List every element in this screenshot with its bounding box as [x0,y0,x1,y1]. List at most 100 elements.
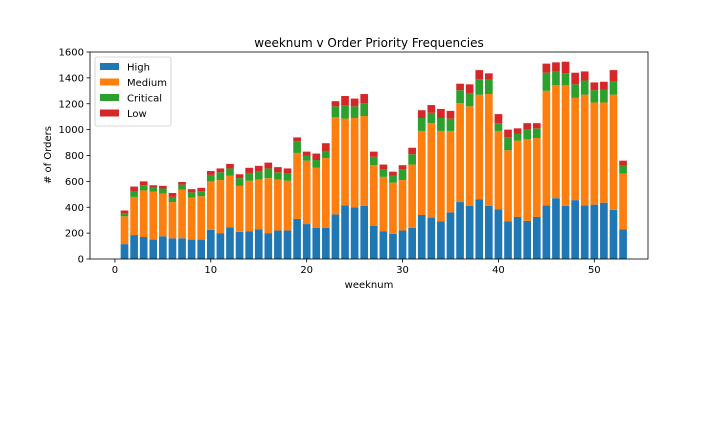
bar-medium-week-34 [437,130,445,222]
bar-high-week-39 [485,205,493,259]
y-tick-label: 200 [65,229,84,240]
y-tick-label: 600 [65,177,84,188]
bar-critical-week-20 [302,155,311,161]
x-tick-label: 50 [588,265,601,276]
bar-low-week-47 [561,61,570,74]
bar-medium-week-3 [139,190,148,237]
bar-medium-week-6 [168,202,177,239]
bar-medium-week-44 [532,138,541,217]
bar-low-week-38 [475,70,484,80]
bar-high-week-52 [609,209,618,259]
bar-high-week-50 [590,204,599,259]
bar-high-week-23 [331,214,340,259]
bar-low-week-3 [139,181,148,186]
bar-high-week-48 [571,200,579,259]
legend-label-medium: Medium [127,78,167,89]
bar-critical-week-5 [159,188,167,194]
bar-critical-week-38 [475,79,484,95]
bar-medium-week-1 [120,216,129,245]
bar-medium-week-24 [341,118,349,206]
bar-medium-week-46 [552,84,560,199]
bar-low-week-32 [417,110,426,118]
bar-high-week-30 [398,230,407,259]
bar-high-week-41 [504,221,512,259]
bar-low-week-41 [504,129,512,138]
bar-medium-week-32 [417,130,426,216]
bar-low-week-28 [379,164,388,170]
legend-swatch-medium [100,78,119,86]
bar-critical-week-52 [609,81,618,95]
x-tick-label: 10 [204,265,217,276]
bar-critical-week-43 [523,129,532,140]
bar-critical-week-1 [120,213,129,217]
bar-critical-week-40 [494,123,503,131]
bar-critical-week-41 [504,137,512,151]
bar-high-week-19 [293,218,301,259]
bar-medium-week-36 [456,103,464,203]
bar-critical-week-42 [513,133,522,141]
bar-low-week-16 [264,162,273,169]
bar-high-week-34 [437,221,445,259]
bar-high-week-4 [149,239,158,259]
bar-low-week-18 [283,168,292,174]
bar-low-week-24 [341,95,349,106]
bar-low-week-12 [226,163,234,169]
bar-critical-week-46 [552,71,560,85]
bar-critical-week-50 [590,90,599,103]
bar-critical-week-24 [341,105,349,119]
bar-medium-week-33 [427,123,436,218]
bar-high-week-49 [580,205,589,259]
bar-high-week-5 [159,236,167,259]
y-axis-label: # of Orders [43,126,54,184]
bar-critical-week-13 [235,178,244,186]
bars-layer [120,61,627,260]
bar-low-week-42 [513,128,522,134]
bar-medium-week-12 [226,175,234,228]
bar-high-week-2 [130,235,138,259]
y-tick-label: 400 [65,203,84,214]
bar-critical-week-12 [226,168,234,176]
bar-critical-week-23 [331,106,340,118]
bar-low-week-29 [389,171,397,176]
bar-medium-week-8 [187,197,196,240]
bar-critical-week-16 [264,168,273,179]
bar-low-week-46 [552,62,560,72]
bar-low-week-45 [542,63,551,73]
bar-critical-week-10 [206,174,215,182]
bar-medium-week-35 [446,130,455,213]
bar-medium-week-39 [485,94,493,206]
bar-critical-week-2 [130,191,138,197]
bar-high-week-7 [178,238,186,259]
bar-medium-week-7 [178,189,186,239]
bar-high-week-15 [254,229,263,259]
bar-low-week-21 [312,153,321,161]
bar-high-week-53 [619,229,627,259]
bar-critical-week-39 [485,79,493,95]
bar-medium-week-23 [331,117,340,215]
bar-critical-week-36 [456,90,464,104]
bar-high-week-27 [369,226,378,259]
bar-low-week-27 [369,151,378,157]
axes-layer: 0 10 20 30 40 50 0 200 400 600 800 1000 1200 1400 1600 [59,48,649,276]
bar-medium-week-22 [322,158,330,228]
bar-medium-week-40 [494,130,503,210]
y-tick-label: 0 [78,255,84,266]
bar-low-week-6 [168,193,177,197]
bar-high-week-37 [465,205,474,259]
bar-high-week-40 [494,209,503,259]
bar-critical-week-21 [312,160,321,168]
x-tick-label: 20 [300,265,313,276]
bar-low-week-49 [580,71,589,81]
bar-low-week-14 [245,167,253,173]
bar-high-week-1 [120,244,129,259]
bar-low-week-20 [302,151,311,156]
bar-low-week-50 [590,82,599,91]
bar-high-week-43 [523,220,532,259]
bar-high-week-3 [139,237,148,259]
bar-high-week-10 [206,229,215,259]
bar-medium-week-41 [504,150,512,222]
bar-critical-week-14 [245,172,253,181]
legend: High Medium Critical Low [94,56,172,127]
bar-medium-week-18 [283,180,292,231]
